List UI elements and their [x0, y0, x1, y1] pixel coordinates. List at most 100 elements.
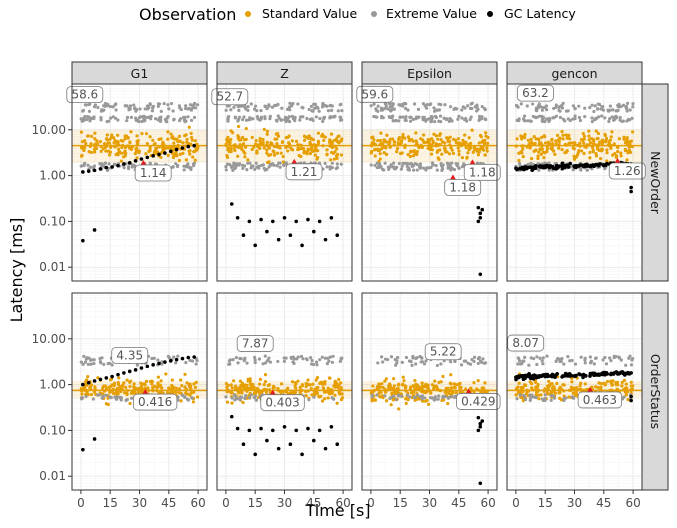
extreme-point [428, 396, 432, 400]
gc-point [617, 371, 621, 375]
extreme-point [453, 394, 457, 398]
gc-point [476, 415, 481, 420]
standard-point [107, 153, 112, 157]
gc-point [294, 219, 299, 224]
extreme-point [264, 361, 268, 365]
standard-point [400, 151, 404, 155]
x-tick-label: 0 [222, 496, 230, 510]
standard-point [187, 125, 191, 129]
standard-point [537, 141, 542, 145]
annotation: 1.21 [285, 158, 323, 181]
standard-point [171, 155, 176, 159]
annotation-box [236, 335, 274, 352]
standard-point [623, 147, 628, 152]
extreme-point [541, 356, 545, 360]
extreme-point [296, 102, 300, 106]
extreme-point [87, 109, 92, 113]
extreme-marker [291, 158, 298, 164]
standard-point [150, 382, 154, 386]
extreme-point [338, 115, 342, 119]
extreme-point [392, 161, 396, 165]
extreme-point [80, 119, 84, 123]
standard-point [464, 146, 468, 150]
extreme-point [399, 167, 404, 171]
extreme-point [381, 360, 385, 364]
extreme-point [79, 360, 83, 364]
y-axis-title: Latency [ms] [7, 218, 26, 323]
standard-point [546, 384, 550, 388]
standard-point [542, 156, 546, 160]
standard-point [609, 379, 613, 383]
standard-point [139, 381, 143, 385]
gc-point [329, 215, 334, 220]
col-strip-label-g1: G1 [131, 66, 149, 81]
row-strip-neworder: NewOrder [641, 83, 669, 282]
standard-point [307, 134, 311, 138]
extreme-point [552, 396, 557, 400]
extreme-point [408, 395, 412, 399]
extreme-point [469, 115, 473, 119]
standard-point [308, 151, 312, 156]
standard-point [554, 142, 558, 146]
extreme-point [381, 107, 385, 111]
gc-point [559, 164, 564, 168]
x-tick-label: 60 [335, 496, 350, 510]
gc-point [534, 375, 539, 380]
gc-point [527, 165, 532, 170]
standard-point [171, 136, 176, 141]
extreme-point [174, 361, 178, 365]
standard-point [156, 381, 160, 385]
extreme-point [554, 103, 558, 107]
standard-point [608, 138, 612, 142]
standard-point [116, 380, 120, 385]
standard-point [128, 141, 132, 145]
extreme-point [482, 106, 487, 111]
standard-point [123, 137, 127, 141]
gc-points [476, 415, 485, 486]
standard-point [404, 384, 408, 389]
extreme-point [425, 166, 429, 170]
standard-point [114, 152, 118, 157]
standard-point [427, 402, 431, 406]
standard-point [154, 146, 158, 150]
extreme-point [448, 162, 452, 166]
extreme-point [307, 398, 311, 402]
extreme-point [263, 168, 267, 172]
standard-point [159, 379, 163, 383]
standard-point [287, 141, 291, 145]
annotation-box [356, 85, 394, 103]
standard-point [306, 149, 310, 153]
extreme-point [309, 104, 314, 108]
extreme-point [628, 108, 632, 112]
standard-point [485, 141, 490, 145]
gc-point [157, 361, 161, 366]
extreme-point [397, 103, 401, 107]
extreme-point [560, 106, 565, 110]
standard-point [229, 383, 233, 387]
standard-point [238, 379, 243, 383]
extreme-point [242, 115, 246, 119]
extreme-point [331, 354, 335, 358]
standard-point [89, 150, 93, 155]
x-tick-label: 15 [248, 496, 263, 510]
standard-point [540, 147, 544, 151]
standard-point [191, 155, 195, 159]
extreme-point [162, 102, 166, 106]
extreme-point [421, 118, 425, 122]
extreme-point [468, 117, 472, 122]
gc-point [478, 481, 483, 486]
extreme-point [239, 357, 243, 361]
standard-point [101, 386, 105, 390]
extreme-point [588, 105, 592, 110]
standard-point [536, 156, 540, 161]
standard-point [228, 142, 232, 146]
extreme-point [441, 396, 445, 400]
standard-point [269, 153, 273, 157]
standard-point [160, 386, 164, 390]
extreme-point [397, 161, 401, 166]
extreme-point [189, 118, 194, 122]
gc-point [247, 428, 252, 433]
extreme-point [593, 356, 598, 361]
gc-point [548, 164, 553, 168]
extreme-point [535, 355, 539, 359]
